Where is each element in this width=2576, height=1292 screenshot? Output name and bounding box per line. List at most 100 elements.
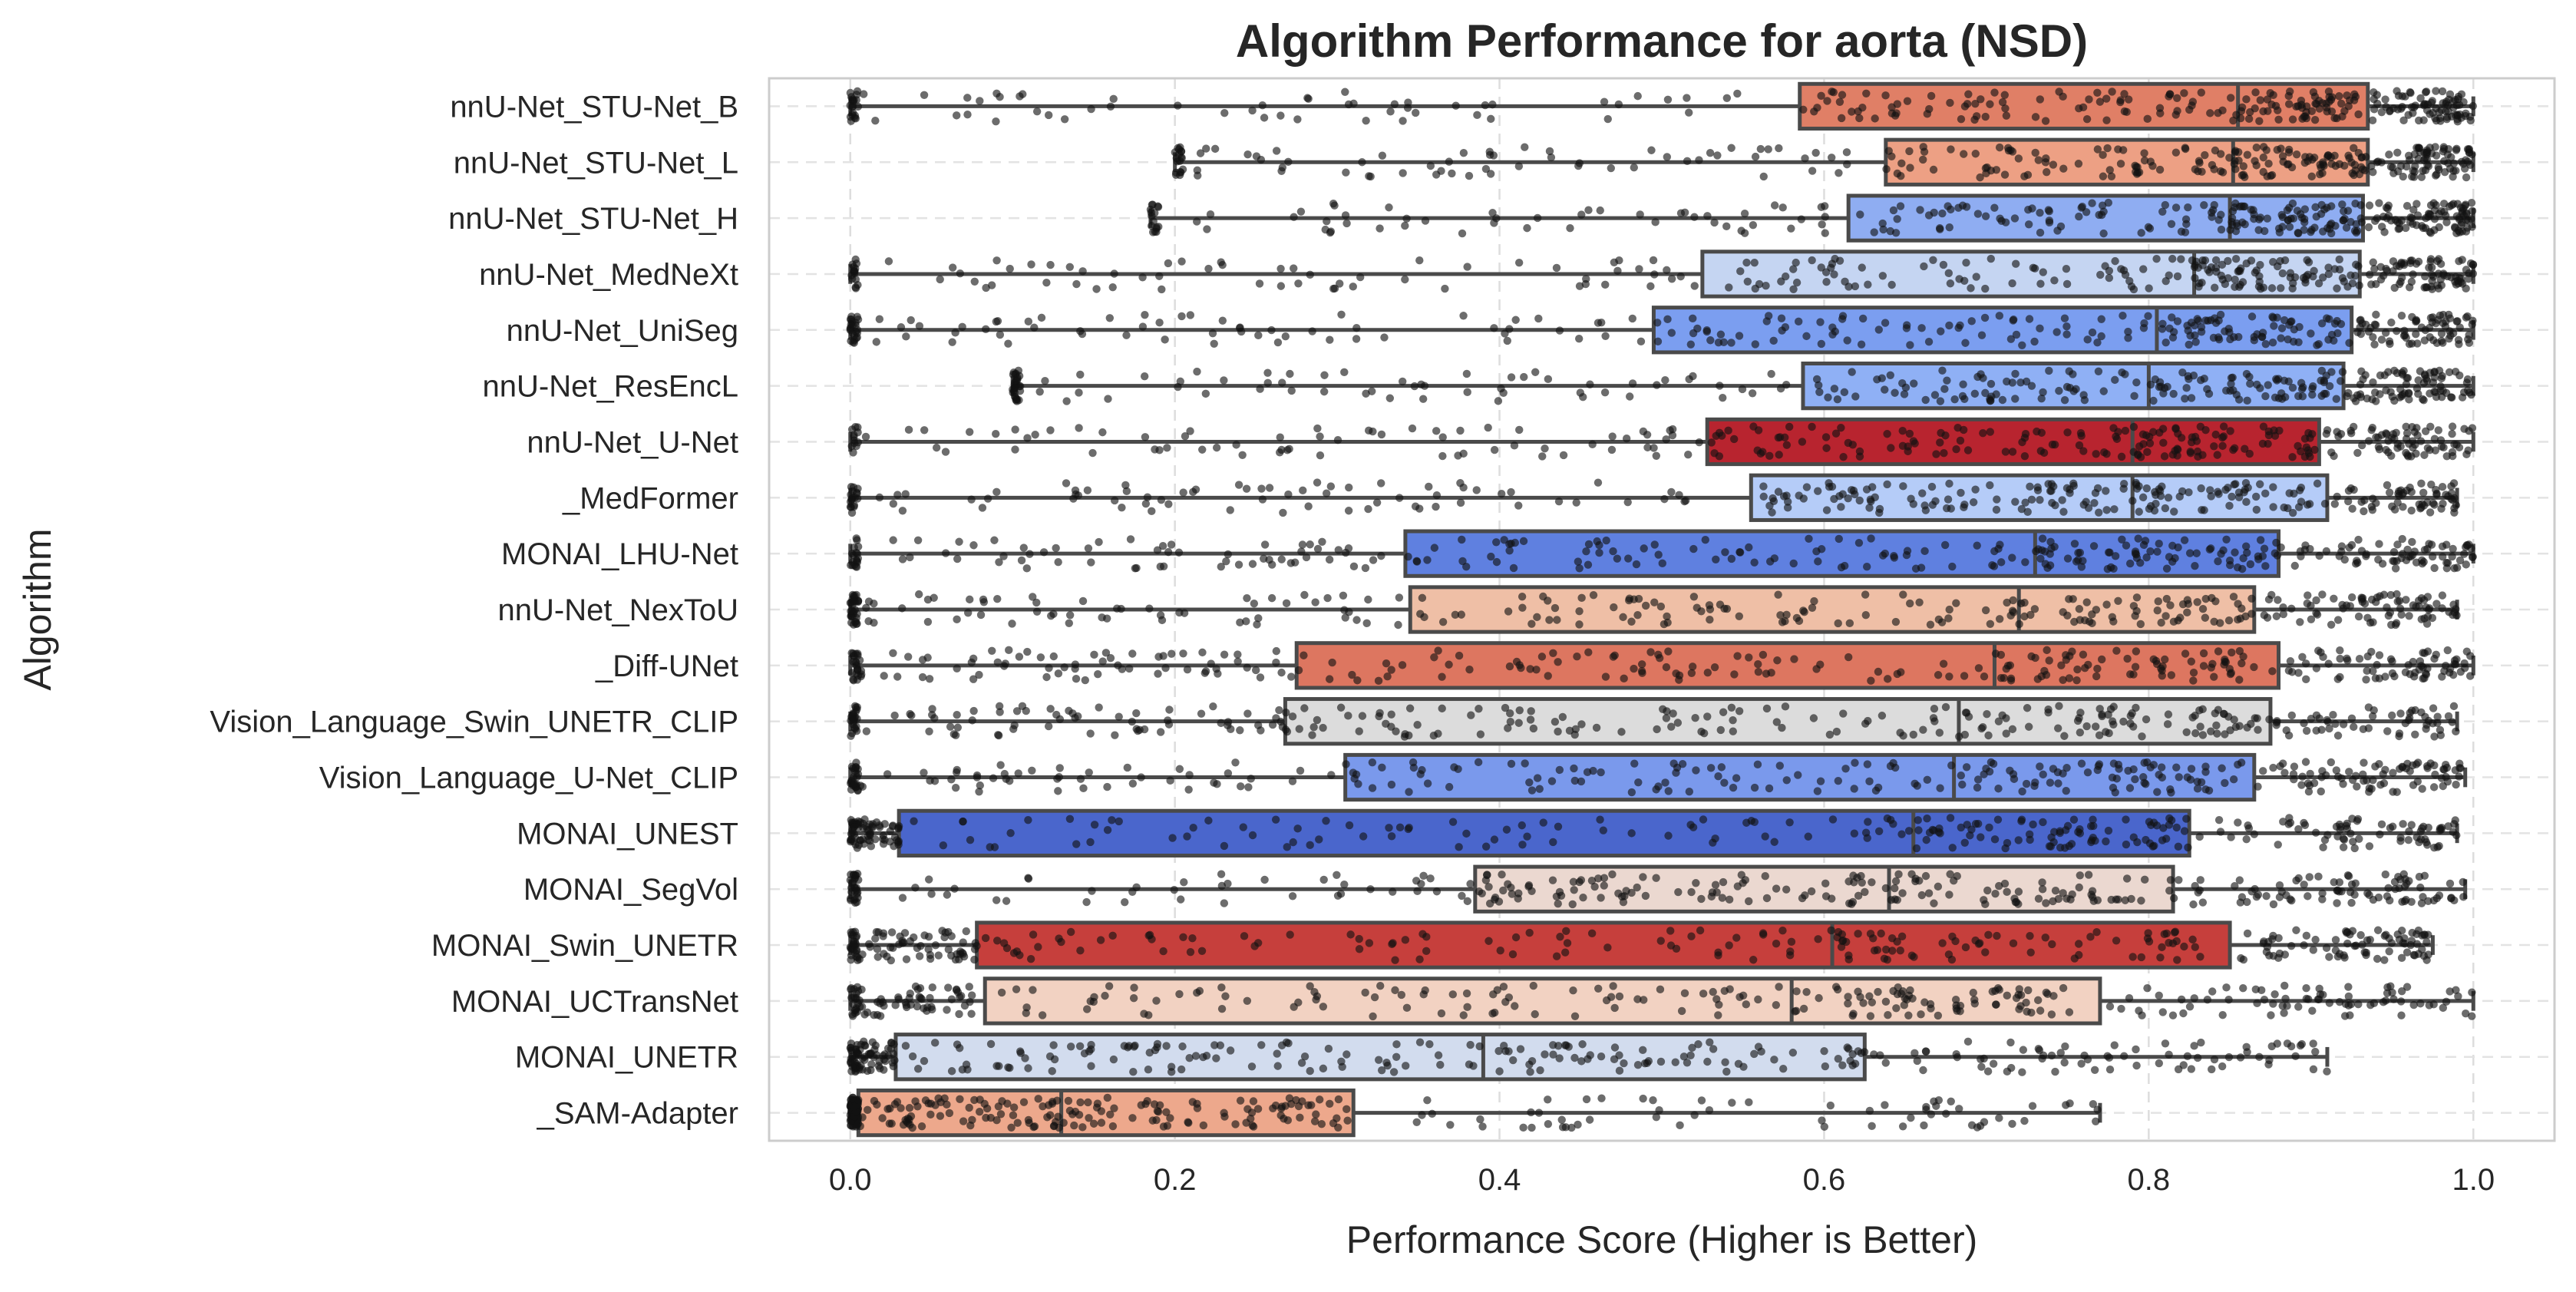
strip-point [1024,816,1032,824]
strip-point [1053,775,1061,782]
strip-point [2012,260,2020,268]
strip-point [1174,157,1181,165]
strip-point [2344,102,2352,110]
strip-point [1571,731,1579,739]
strip-point [2102,116,2110,124]
strip-point [1914,826,1922,834]
strip-point [1416,610,1424,618]
strip-point [1945,480,1953,487]
strip-point [907,937,914,945]
strip-point [2191,729,2199,737]
strip-point [2365,223,2373,231]
strip-point [1919,726,1927,734]
strip-point [2042,933,2049,941]
strip-point [1844,653,1852,661]
strip-point [1341,88,1349,96]
strip-point [1667,488,1675,496]
strip-point [1175,609,1183,616]
strip-point [1867,534,1874,542]
strip-point [2383,603,2390,611]
strip-point [2313,100,2320,107]
strip-point [2353,449,2361,457]
strip-point [2312,828,2320,836]
strip-point [2463,378,2471,386]
strip-point [2144,312,2152,319]
strip-point [2333,285,2340,292]
strip-point [2063,428,2071,436]
strip-point [2036,95,2044,103]
strip-point [1633,884,1640,891]
strip-point [2108,88,2115,95]
strip-point [890,712,898,719]
strip-point [1394,621,1402,629]
strip-point [2380,591,2388,599]
strip-point [2251,831,2258,838]
strip-point [2146,547,2154,555]
strip-point [2343,940,2351,947]
strip-point [2003,888,2010,896]
strip-point [1515,162,1523,170]
strip-point [1944,495,1952,503]
strip-point [1236,726,1243,734]
strip-point [1986,101,1993,108]
strip-point [1828,894,1835,902]
strip-point [1293,115,1301,123]
strip-point [1704,669,1712,676]
strip-point [1122,331,1130,339]
strip-point [2446,665,2454,672]
strip-point [1316,432,1323,440]
strip-point [1401,222,1409,230]
strip-point [2214,557,2221,565]
strip-point [2336,673,2343,681]
strip-point [1878,374,1886,382]
strip-point [1602,672,1610,680]
strip-point [944,983,952,991]
strip-point [2035,894,2043,902]
strip-point [1049,610,1057,618]
strip-point [850,871,857,878]
strip-point [1260,876,1268,884]
strip-point [1679,760,1686,768]
strip-point [2100,448,2108,456]
strip-point [2422,603,2430,611]
strip-point [1851,491,1858,498]
strip-point [1994,785,2002,792]
strip-point [1798,215,1805,223]
strip-point [1876,505,1884,513]
strip-point [2369,378,2376,386]
strip-point [1235,560,1243,568]
strip-point [1065,620,1073,627]
strip-point [2303,256,2310,264]
strip-point [2114,597,2122,605]
strip-point [1957,772,1965,779]
strip-point [2236,876,2244,884]
strip-point [2200,649,2208,657]
strip-point [1210,340,1218,348]
strip-point [1843,336,1851,344]
strip-point [1878,712,1886,719]
strip-point [1104,826,1111,834]
strip-point [2406,767,2414,775]
strip-point [1838,315,1846,322]
strip-point [1157,728,1164,735]
strip-point [1874,668,1882,676]
strip-point [2403,429,2411,437]
strip-point [1971,390,1979,398]
strip-point [1904,442,1912,450]
strip-point [2194,448,2201,455]
strip-point [2318,890,2326,897]
strip-point [2173,824,2181,831]
strip-point [1054,558,1062,566]
strip-point [2222,536,2230,544]
strip-point [2168,671,2175,679]
strip-point [2132,550,2139,557]
strip-point [1814,935,1821,943]
strip-point [1459,484,1467,491]
strip-point [1729,728,1737,735]
strip-point [1802,332,1810,340]
strip-point [1218,882,1226,890]
strip-point [907,316,915,324]
strip-point [2126,560,2134,567]
strip-point [1082,898,1090,906]
strip-point [1619,613,1627,621]
